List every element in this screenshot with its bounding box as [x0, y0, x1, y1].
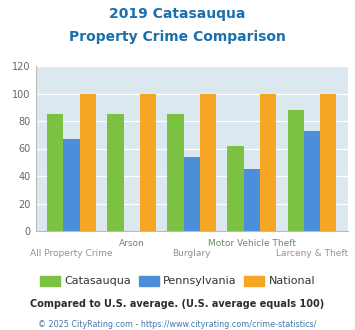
Bar: [288, 110, 304, 231]
Legend: Catasauqua, Pennsylvania, National: Catasauqua, Pennsylvania, National: [35, 271, 320, 291]
Bar: [64, 139, 80, 231]
Text: © 2025 CityRating.com - https://www.cityrating.com/crime-statistics/: © 2025 CityRating.com - https://www.city…: [38, 320, 317, 329]
Bar: [80, 93, 96, 231]
Text: 2019 Catasauqua: 2019 Catasauqua: [109, 7, 246, 20]
Text: Arson: Arson: [119, 239, 144, 248]
Bar: [184, 157, 200, 231]
Text: Motor Vehicle Theft: Motor Vehicle Theft: [208, 239, 296, 248]
Text: All Property Crime: All Property Crime: [30, 249, 113, 258]
Bar: [304, 131, 320, 231]
Bar: [107, 114, 124, 231]
Bar: [200, 93, 216, 231]
Text: Compared to U.S. average. (U.S. average equals 100): Compared to U.S. average. (U.S. average …: [31, 299, 324, 309]
Bar: [260, 93, 276, 231]
Bar: [228, 146, 244, 231]
Bar: [167, 114, 184, 231]
Text: Larceny & Theft: Larceny & Theft: [276, 249, 348, 258]
Bar: [47, 114, 64, 231]
Bar: [320, 93, 336, 231]
Bar: [244, 169, 260, 231]
Bar: [140, 93, 156, 231]
Text: Burglary: Burglary: [173, 249, 211, 258]
Text: Property Crime Comparison: Property Crime Comparison: [69, 30, 286, 44]
